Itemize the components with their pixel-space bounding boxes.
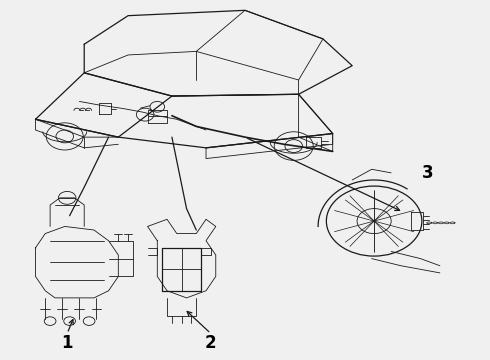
Text: 3: 3	[422, 164, 434, 182]
Text: 2: 2	[205, 333, 217, 351]
Text: 1: 1	[61, 333, 73, 351]
Circle shape	[326, 186, 422, 256]
